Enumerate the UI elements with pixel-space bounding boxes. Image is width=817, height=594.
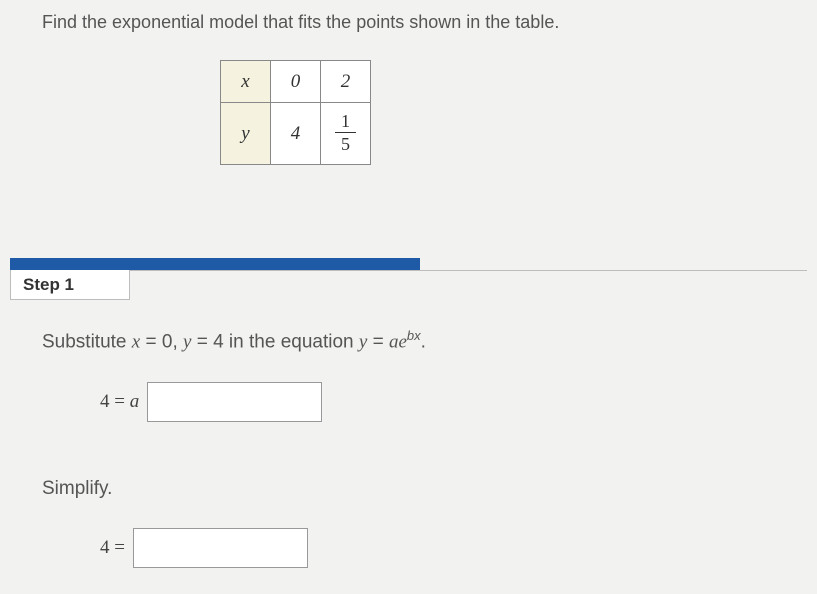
answer-input-1[interactable]: [147, 382, 322, 422]
table-cell: 0: [271, 61, 321, 103]
table-row: y 4 1 5: [221, 103, 371, 165]
step-accent-bar: [10, 258, 420, 270]
table-cell: 1 5: [321, 103, 371, 165]
equation-lhs: 4 =: [100, 537, 125, 559]
equals: =: [110, 537, 125, 558]
exponent-bx: bx: [407, 328, 421, 343]
table-cell: 4: [271, 103, 321, 165]
fraction-numerator: 1: [335, 112, 356, 133]
text: .: [421, 331, 426, 352]
var-x: x: [132, 331, 140, 352]
text: =: [367, 331, 389, 352]
text: = 4 in the equation: [191, 331, 358, 352]
fraction: 1 5: [335, 112, 356, 153]
var-a: a: [130, 391, 140, 412]
var-e: e: [398, 331, 406, 352]
step-label: Step 1: [10, 270, 130, 300]
substitute-instruction: Substitute x = 0, y = 4 in the equation …: [42, 328, 426, 353]
num-4: 4: [100, 391, 110, 412]
equation-row-2: 4 =: [100, 528, 308, 568]
answer-input-2[interactable]: [133, 528, 308, 568]
simplify-label: Simplify.: [42, 478, 112, 500]
equation-lhs: 4 = a: [100, 391, 139, 413]
fraction-denominator: 5: [335, 133, 356, 153]
question-prompt: Find the exponential model that fits the…: [42, 12, 559, 33]
step-divider: [130, 270, 807, 271]
row-header-x: x: [221, 61, 271, 103]
data-table: x 0 2 y 4 1 5: [220, 60, 371, 165]
text: = 0,: [140, 331, 183, 352]
table-row: x 0 2: [221, 61, 371, 103]
num-4: 4: [100, 537, 110, 558]
equals: =: [110, 391, 130, 412]
equation-row-1: 4 = a: [100, 382, 322, 422]
text: Substitute: [42, 331, 132, 352]
row-header-y: y: [221, 103, 271, 165]
table-cell: 2: [321, 61, 371, 103]
